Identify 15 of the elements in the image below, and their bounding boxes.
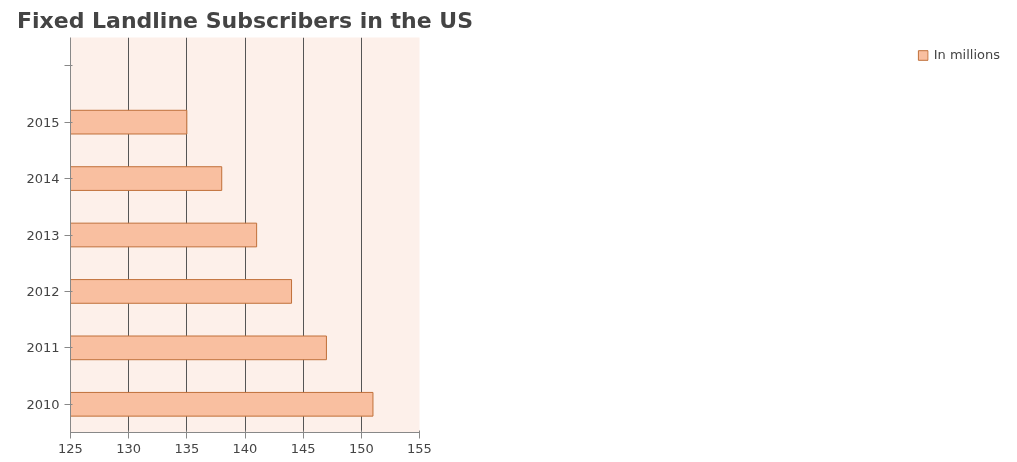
x-tick-label: 125 xyxy=(58,440,83,456)
legend-label: In millions xyxy=(933,47,1000,62)
y-tick-label: 2014 xyxy=(26,171,60,187)
x-tick-label: 145 xyxy=(290,440,316,456)
y-tick-label: 2011 xyxy=(26,340,60,356)
x-tick-label: 140 xyxy=(232,440,258,456)
x-tick-label: 150 xyxy=(348,440,374,456)
chart-title: Fixed Landline Subscribers in the US xyxy=(16,7,474,33)
y-tick-label: 2012 xyxy=(26,283,60,299)
y-tick-label: 2013 xyxy=(26,227,60,243)
x-tick-label: 130 xyxy=(116,440,142,456)
x-tick-label: 155 xyxy=(407,440,432,456)
x-tick-label: 135 xyxy=(174,440,200,456)
y-tick-label: 2015 xyxy=(26,114,60,130)
y-tick-label: 2010 xyxy=(26,396,60,412)
